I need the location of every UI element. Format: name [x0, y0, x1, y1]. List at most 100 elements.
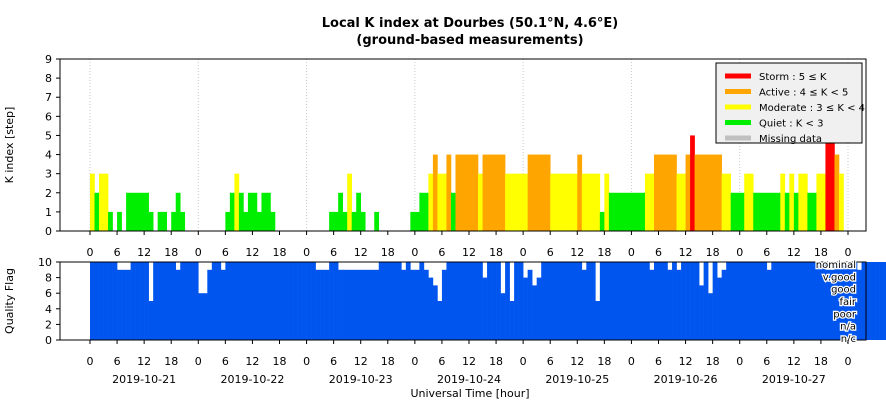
- quality-bar: [324, 269, 330, 340]
- k-x-tick-label: 12: [787, 246, 801, 259]
- k-index-bar: [617, 192, 623, 231]
- quality-bar: [247, 262, 253, 340]
- k-index-bar: [775, 192, 781, 231]
- quality-bar: [401, 269, 407, 340]
- k-x-tick-label: 18: [273, 246, 287, 259]
- k-index-bar: [590, 173, 596, 231]
- quality-bar: [870, 262, 876, 340]
- q-x-tick-label: 0: [87, 355, 94, 368]
- k-index-bar: [532, 154, 537, 231]
- k-index-bar: [360, 211, 366, 231]
- k-x-tick-label: 0: [736, 246, 743, 259]
- quality-bar: [99, 262, 104, 340]
- quality-bar: [590, 262, 596, 340]
- k-index-bar: [771, 192, 777, 231]
- k-index-bar: [681, 173, 686, 231]
- k-x-tick-label: 18: [597, 246, 611, 259]
- quality-bar: [717, 277, 722, 340]
- q-y-tick-label: 2: [45, 318, 52, 331]
- k-index-bar: [635, 192, 641, 231]
- quality-bar: [410, 269, 416, 340]
- q-x-tick-label: 6: [547, 355, 554, 368]
- k-y-tick-label: 7: [45, 91, 52, 104]
- quality-bar: [676, 269, 682, 340]
- quality-bar: [811, 262, 817, 340]
- chart-title: Local K index at Dourbes (50.1°N, 4.6°E): [322, 16, 619, 31]
- k-index-bar: [175, 192, 181, 231]
- quality-bar: [139, 262, 145, 340]
- quality-bar: [144, 262, 149, 340]
- k-index-bar: [626, 192, 632, 231]
- k-index-bar: [238, 192, 244, 231]
- quality-bar: [396, 262, 402, 340]
- quality-bar: [202, 293, 208, 340]
- q-x-tick-label: 0: [411, 355, 418, 368]
- k-index-bar: [329, 211, 334, 231]
- quality-bar: [608, 262, 614, 340]
- quality-bar: [189, 262, 195, 340]
- k-index-bar: [653, 154, 659, 231]
- quality-bar: [333, 262, 339, 340]
- quality-bar: [441, 269, 447, 340]
- q-x-tick-label: 18: [164, 355, 178, 368]
- q-x-tick-label: 18: [814, 355, 828, 368]
- q-y-tick-label: 0: [45, 334, 52, 347]
- k-x-tick-label: 6: [330, 246, 337, 259]
- quality-bar: [184, 262, 190, 340]
- q-x-tick-label: 6: [763, 355, 770, 368]
- quality-bar: [599, 262, 605, 340]
- quality-bar: [527, 269, 533, 340]
- k-x-tick-label: 0: [303, 246, 310, 259]
- q-x-tick-label: 0: [845, 355, 852, 368]
- k-index-bar: [414, 211, 420, 231]
- quality-bar: [875, 262, 880, 340]
- q-x-tick-label: 12: [679, 355, 693, 368]
- date-label: 2019-10-27: [762, 373, 826, 386]
- k-index-bar: [500, 154, 506, 231]
- quality-bar: [829, 269, 835, 340]
- q-x-tick-label: 0: [736, 355, 743, 368]
- k-index-bar: [829, 135, 835, 231]
- k-index-bar: [667, 154, 673, 231]
- q-x-tick-label: 0: [520, 355, 527, 368]
- quality-bar: [879, 262, 885, 340]
- quality-bar: [884, 262, 886, 340]
- k-index-bar: [536, 154, 542, 231]
- k-index-bar: [162, 211, 167, 231]
- quality-bar: [243, 262, 249, 340]
- quality-bar: [288, 262, 294, 340]
- q-x-tick-label: 6: [655, 355, 662, 368]
- k-index-bar: [464, 154, 470, 231]
- k-x-tick-label: 6: [763, 246, 770, 259]
- k-index-bar: [699, 154, 704, 231]
- quality-bar: [798, 262, 804, 340]
- k-index-bar: [432, 154, 438, 231]
- k-index-bar: [663, 154, 668, 231]
- q-x-tick-label: 6: [438, 355, 445, 368]
- date-label: 2019-10-21: [112, 373, 176, 386]
- quality-bar: [820, 262, 826, 340]
- k-index-bar: [802, 173, 808, 231]
- k-index-bar: [739, 192, 745, 231]
- k-index-bar: [550, 173, 556, 231]
- quality-bar: [703, 262, 709, 340]
- quality-bar: [360, 269, 366, 340]
- k-index-bar: [527, 154, 533, 231]
- k-index-bar: [807, 192, 813, 231]
- quality-bar: [699, 285, 704, 340]
- quality-bar: [708, 293, 713, 340]
- k-x-tick-label: 18: [164, 246, 178, 259]
- quality-bar: [464, 262, 470, 340]
- quality-bar: [356, 269, 362, 340]
- quality-bar: [595, 301, 601, 340]
- quality-bar: [270, 262, 276, 340]
- quality-bar: [459, 262, 465, 340]
- quality-bar: [423, 269, 429, 340]
- k-index-bar: [135, 192, 140, 231]
- quality-bar: [265, 262, 271, 340]
- quality-bar: [866, 262, 871, 340]
- k-x-tick-label: 0: [411, 246, 418, 259]
- k-index-bar: [825, 135, 831, 231]
- k-index-bar: [180, 211, 186, 231]
- k-index-bar: [608, 192, 614, 231]
